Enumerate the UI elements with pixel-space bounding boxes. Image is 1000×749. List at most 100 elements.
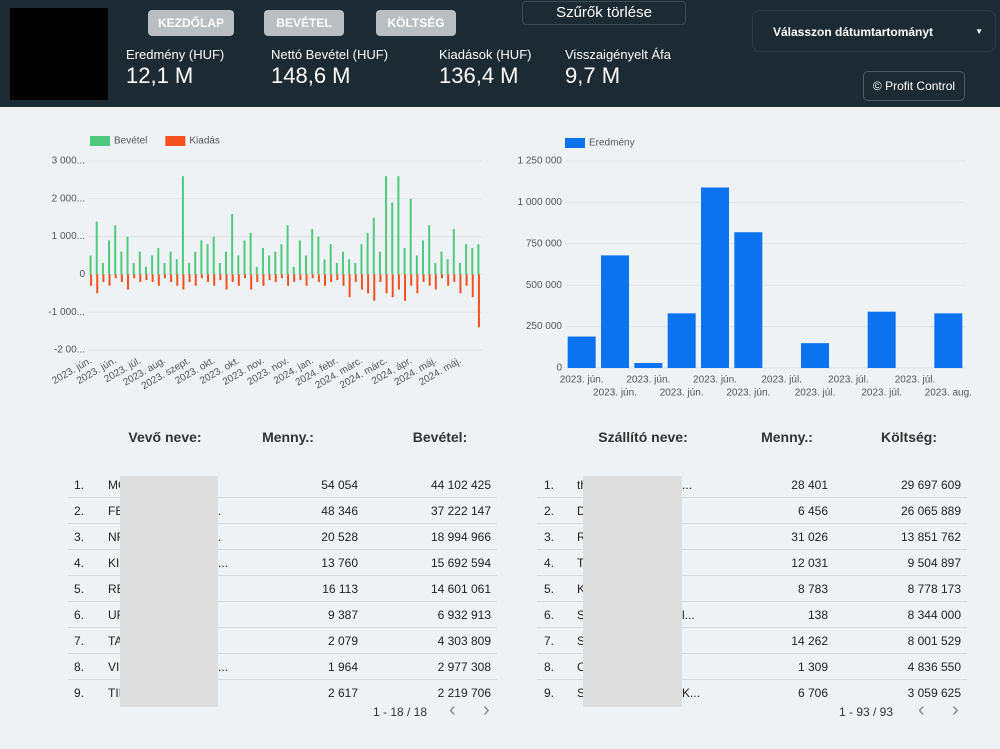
bar: [219, 274, 221, 280]
bar: [429, 274, 431, 285]
bar: [317, 237, 319, 275]
row-index: 1.: [74, 478, 84, 492]
qty-cell: 54 054: [321, 478, 358, 492]
legend-label: Bevétel: [114, 136, 147, 147]
bar: [349, 274, 351, 297]
bar: [268, 256, 270, 275]
value-cell: 18 994 966: [431, 530, 491, 544]
x-tick-label: 2023. aug.: [925, 388, 972, 399]
next-page[interactable]: ›: [483, 699, 490, 722]
row-index: 6.: [74, 608, 84, 622]
value-cell: 37 222 147: [431, 504, 491, 518]
qty-cell: 9 387: [328, 608, 358, 622]
bar: [114, 225, 116, 274]
bar: [391, 203, 393, 275]
bar: [318, 274, 320, 282]
bar: [440, 252, 442, 275]
y-tick-label: 1 000 000: [518, 197, 563, 208]
y-tick-label: 250 000: [526, 321, 563, 332]
value-cell: 2 977 308: [438, 660, 491, 674]
bar: [453, 274, 455, 282]
bar: [367, 233, 369, 275]
bar: [226, 274, 228, 289]
y-tick-label: 0: [556, 363, 562, 374]
bar: [195, 274, 197, 285]
value-cell: 8 778 173: [908, 582, 961, 596]
prev-page[interactable]: ‹: [918, 699, 925, 722]
bar: [478, 274, 480, 327]
value-cell: 8 001 529: [908, 634, 961, 648]
bar: [342, 252, 344, 275]
next-page[interactable]: ›: [952, 699, 959, 722]
bar: [355, 274, 357, 282]
y-tick-label: 500 000: [526, 280, 563, 291]
bar: [306, 274, 308, 285]
row-index: 3.: [544, 530, 554, 544]
qty-cell: 2 617: [328, 686, 358, 700]
bar: [453, 229, 455, 274]
bar: [269, 274, 271, 280]
bar: [90, 256, 92, 275]
bar: [477, 244, 479, 274]
y-tick-label: 1 000...: [52, 231, 85, 242]
bar: [256, 267, 258, 275]
row-index: 3.: [74, 530, 84, 544]
bar: [367, 274, 369, 293]
row-index: 6.: [544, 608, 554, 622]
column-header: Bevétel:: [413, 429, 467, 445]
bar: [379, 274, 381, 282]
bar: [734, 232, 762, 368]
qty-cell: 31 026: [791, 530, 828, 544]
y-tick-label: 3 000...: [52, 156, 85, 167]
bar: [416, 256, 418, 275]
bar: [237, 256, 239, 275]
bar: [250, 274, 252, 289]
bar: [157, 248, 159, 274]
bar: [293, 267, 295, 275]
bar: [275, 274, 277, 282]
qty-cell: 12 031: [791, 556, 828, 570]
name-cell-tail: K...: [682, 686, 700, 700]
bar: [404, 248, 406, 274]
name-cell-tail: ...: [218, 556, 228, 570]
value-cell: 3 059 625: [908, 686, 961, 700]
bar: [336, 263, 338, 274]
name-cell: KI: [108, 556, 119, 570]
bar: [219, 263, 221, 274]
bar: [422, 240, 424, 274]
bar: [434, 263, 436, 274]
bar: [139, 274, 141, 282]
qty-cell: 13 760: [321, 556, 358, 570]
bar: [324, 274, 326, 285]
bar: [238, 274, 240, 285]
bar: [133, 263, 135, 274]
bar: [256, 274, 258, 282]
qty-cell: 6 706: [798, 686, 828, 700]
x-tick-label: 2023. jún.: [593, 388, 637, 399]
bar: [348, 259, 350, 274]
bar: [701, 187, 729, 368]
legend-label: Kiadás: [189, 136, 220, 147]
x-tick-label: 2023. jún.: [660, 388, 704, 399]
bar: [225, 252, 227, 275]
bar: [472, 274, 474, 297]
y-tick-label: 1 250 000: [518, 156, 563, 167]
bar: [634, 363, 662, 368]
bar: [465, 244, 467, 274]
x-tick-label: 2023. júl.: [828, 375, 869, 386]
bar: [373, 218, 375, 275]
value-cell: 8 344 000: [908, 608, 961, 622]
bar: [466, 274, 468, 285]
bar: [139, 252, 141, 275]
bar: [601, 255, 629, 368]
bar: [410, 274, 412, 285]
bar: [250, 233, 252, 275]
prev-page[interactable]: ‹: [449, 699, 456, 722]
x-tick-label: 2023. jún.: [693, 375, 737, 386]
bar: [200, 240, 202, 274]
x-tick-label: 2023. jún.: [626, 375, 670, 386]
value-cell: 26 065 889: [901, 504, 961, 518]
redaction: [583, 476, 682, 707]
pager-text: 1 - 93 / 93: [839, 705, 893, 719]
bar: [336, 274, 338, 280]
